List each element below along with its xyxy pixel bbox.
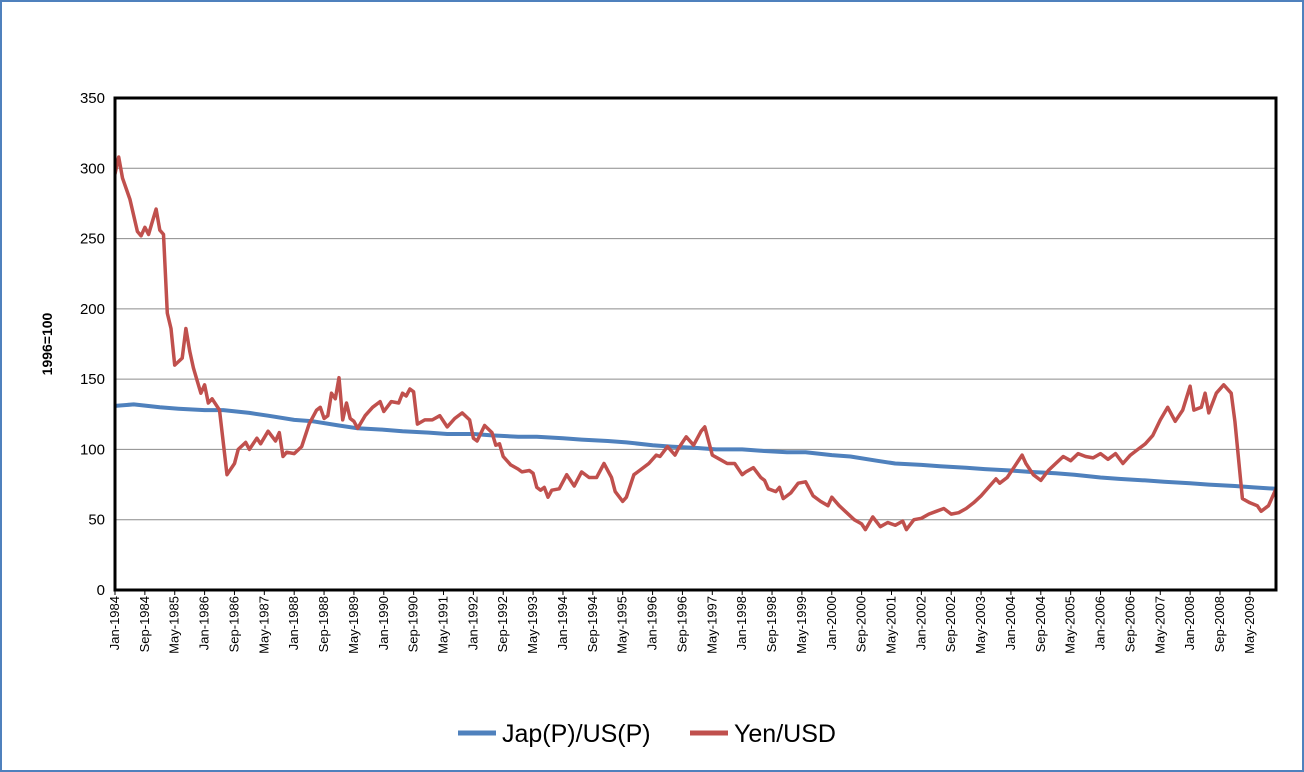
legend-label: Jap(P)/US(P) (502, 720, 651, 748)
x-tick-label: Jan-2002 (913, 596, 928, 650)
x-tick-label: May-1989 (346, 596, 361, 654)
x-tick-label: May-2005 (1063, 596, 1078, 654)
y-tick-label: 350 (80, 90, 105, 107)
series-line-jap-p-us-p- (115, 402, 1276, 491)
legend-label: Yen/USD (734, 720, 836, 748)
x-tick-label: Jan-1986 (197, 596, 212, 650)
x-tick-label: May-1985 (167, 596, 182, 654)
x-tick-label: Sep-1988 (316, 596, 331, 652)
x-tick-label: Sep-1986 (226, 596, 241, 652)
x-tick-label: Jan-2006 (1093, 596, 1108, 650)
x-tick-label: May-1995 (615, 596, 630, 654)
y-tick-label: 100 (80, 441, 105, 458)
y-tick-label: 300 (80, 160, 105, 177)
x-tick-label: Jan-1984 (107, 596, 122, 650)
x-tick-label: Sep-1998 (764, 596, 779, 652)
x-tick-label: Sep-2002 (943, 596, 958, 652)
x-tick-label: Jan-1994 (555, 596, 570, 650)
y-tick-label: 0 (97, 582, 105, 599)
x-tick-label: May-1999 (794, 596, 809, 654)
x-tick-label: Jan-2004 (1003, 596, 1018, 650)
x-tick-label: May-2001 (883, 596, 898, 654)
x-tick-label: Jan-1988 (286, 596, 301, 650)
x-tick-label: May-1993 (525, 596, 540, 654)
plot-border (113, 96, 1278, 592)
y-axis-label: 1996=100 (39, 312, 55, 375)
x-tick-label: Jan-2008 (1182, 596, 1197, 650)
x-tick-label: May-2007 (1152, 596, 1167, 654)
y-tick-label: 150 (80, 371, 105, 388)
x-tick-label: Jan-2000 (824, 596, 839, 650)
x-tick-label: Sep-1990 (406, 596, 421, 652)
x-tick-label: May-1987 (256, 596, 271, 654)
x-tick-label: Sep-2008 (1212, 596, 1227, 652)
x-tick-label: Sep-2004 (1033, 596, 1048, 652)
y-tick-label: 200 (80, 301, 105, 318)
x-tick-label: Sep-1996 (674, 596, 689, 652)
y-tick-label: 250 (80, 231, 105, 248)
x-tick-label: Sep-2006 (1122, 596, 1137, 652)
x-tick-label: Jan-1990 (376, 596, 391, 650)
y-tick-label: 50 (88, 512, 105, 529)
series-line-yen-usd (115, 155, 1276, 532)
x-tick-label: May-1991 (436, 596, 451, 654)
x-tick-label: Sep-1984 (137, 596, 152, 652)
x-tick-label: Jan-1996 (645, 596, 660, 650)
x-tick-label: Sep-1992 (495, 596, 510, 652)
x-tick-label: Sep-2000 (854, 596, 869, 652)
x-tick-label: Jan-1998 (734, 596, 749, 650)
x-tick-label: Sep-1994 (585, 596, 600, 652)
x-tick-label: May-1997 (704, 596, 719, 654)
x-tick-label: May-2009 (1242, 596, 1257, 654)
x-tick-label: Jan-1992 (465, 596, 480, 650)
x-tick-label: May-2003 (973, 596, 988, 654)
plot-area (115, 98, 1276, 590)
